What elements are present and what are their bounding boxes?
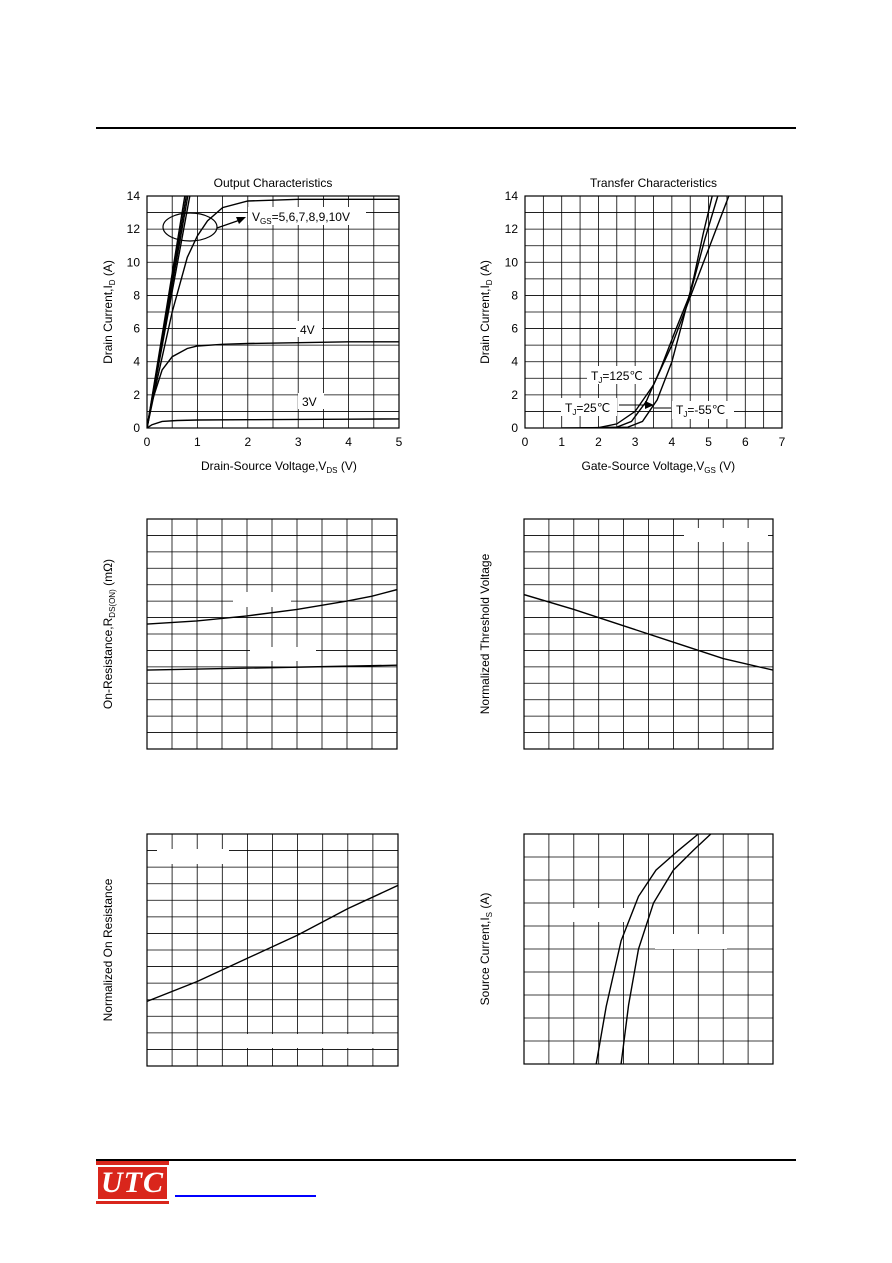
series-line-1 bbox=[147, 884, 398, 1003]
series-line-1 bbox=[524, 593, 773, 671]
series-line-1 bbox=[147, 588, 397, 625]
chart-6 bbox=[523, 833, 774, 1065]
plot-frame bbox=[524, 195, 783, 429]
vgs-arrow-head bbox=[236, 217, 246, 224]
x-tick-label: 4 bbox=[669, 435, 676, 449]
x-tick-label: 3 bbox=[295, 435, 302, 449]
y-tick-label: 14 bbox=[127, 189, 141, 203]
label-box bbox=[244, 1034, 384, 1048]
t25-label: TJ=25℃ bbox=[565, 401, 610, 417]
y-tick-label: 4 bbox=[133, 355, 140, 369]
y-tick-label: 12 bbox=[127, 222, 141, 236]
series-line-4 bbox=[147, 195, 191, 428]
tm55-label: TJ=-55℃ bbox=[676, 403, 725, 419]
series-line-7 bbox=[147, 418, 399, 428]
x-tick-label: 2 bbox=[595, 435, 602, 449]
x-tick-label: 5 bbox=[396, 435, 403, 449]
y-tick-label: 0 bbox=[133, 421, 140, 435]
y-tick-label: 4 bbox=[511, 355, 518, 369]
chart-5 bbox=[146, 833, 399, 1067]
t125-label-bg bbox=[587, 366, 649, 384]
x-tick-label: 2 bbox=[244, 435, 251, 449]
plot-frame bbox=[523, 833, 774, 1065]
header-rule bbox=[96, 127, 796, 129]
tm55-label-bg bbox=[672, 401, 734, 419]
t25-label-bg bbox=[561, 398, 617, 416]
y-tick-label: 2 bbox=[133, 388, 140, 402]
y-axis-label: Normalized Threshold Voltage bbox=[478, 553, 492, 714]
x-tick-label: 0 bbox=[144, 435, 151, 449]
y-tick-label: 0 bbox=[511, 421, 518, 435]
x-axis-label: Drain-Source Voltage,VDS (V) bbox=[201, 459, 357, 475]
t125-label: TJ=125℃ bbox=[591, 369, 643, 385]
x-tick-label: 4 bbox=[345, 435, 352, 449]
y-axis-label: On-Resistance,RDS(ON) (mΩ) bbox=[101, 559, 117, 709]
label-4v: 4V bbox=[300, 323, 315, 337]
vgs-label-bg bbox=[248, 207, 366, 225]
y-tick-label: 14 bbox=[505, 189, 519, 203]
series-line-3 bbox=[598, 195, 713, 428]
plot-frame bbox=[523, 518, 774, 750]
vgs-label: VGS=5,6,7,8,9,10V bbox=[252, 210, 350, 226]
vgs-arrow-line bbox=[216, 219, 241, 229]
footer-link-underline[interactable] bbox=[175, 1195, 316, 1197]
chart-title: Transfer Characteristics bbox=[590, 176, 717, 190]
x-tick-label: 1 bbox=[194, 435, 201, 449]
label-3v: 3V bbox=[302, 395, 317, 409]
x-tick-label: 3 bbox=[632, 435, 639, 449]
y-tick-label: 2 bbox=[511, 388, 518, 402]
plot-frame bbox=[146, 195, 400, 429]
y-tick-label: 6 bbox=[133, 322, 140, 336]
label-box bbox=[157, 849, 229, 864]
x-tick-label: 0 bbox=[522, 435, 529, 449]
label-box bbox=[233, 592, 291, 607]
y-axis-label: Drain Current,ID (A) bbox=[101, 260, 117, 364]
y-tick-label: 12 bbox=[505, 222, 519, 236]
plot-frame bbox=[146, 518, 398, 750]
series-line-1 bbox=[595, 833, 699, 1064]
t25-arrow-head bbox=[645, 401, 654, 409]
y-tick-label: 6 bbox=[511, 322, 518, 336]
chart-title: Output Characteristics bbox=[214, 176, 333, 190]
series-line-5 bbox=[147, 198, 399, 428]
y-tick-label: 10 bbox=[505, 255, 519, 269]
y-tick-label: 8 bbox=[133, 288, 140, 302]
series-line-2 bbox=[147, 664, 397, 671]
chart-4 bbox=[523, 518, 774, 750]
x-tick-label: 7 bbox=[779, 435, 786, 449]
label-3v-bg bbox=[298, 393, 324, 409]
y-axis-label: Source Current,IS (A) bbox=[478, 893, 494, 1006]
chart-3 bbox=[146, 518, 398, 750]
label-box bbox=[555, 908, 625, 922]
series-line-6 bbox=[147, 341, 399, 428]
label-box bbox=[250, 647, 316, 661]
series-line-2 bbox=[620, 833, 712, 1064]
y-tick-label: 10 bbox=[127, 255, 141, 269]
label-box bbox=[655, 934, 727, 949]
x-tick-label: 6 bbox=[742, 435, 749, 449]
x-tick-label: 1 bbox=[558, 435, 565, 449]
label-4v-bg bbox=[296, 321, 322, 337]
y-axis-label: Normalized On Resistance bbox=[101, 878, 115, 1021]
utc-logo: UTC bbox=[96, 1161, 169, 1204]
footer-rule bbox=[96, 1159, 796, 1161]
series-line-2 bbox=[580, 195, 719, 428]
label-box bbox=[684, 528, 768, 542]
plot-frame bbox=[146, 833, 399, 1067]
vgs-group-ellipse bbox=[162, 212, 218, 242]
y-axis-label: Drain Current,ID (A) bbox=[478, 260, 494, 364]
x-axis-label: Gate-Source Voltage,VGS (V) bbox=[582, 459, 736, 475]
utc-logo-text: UTC bbox=[96, 1164, 169, 1201]
y-tick-label: 8 bbox=[511, 288, 518, 302]
x-tick-label: 5 bbox=[705, 435, 712, 449]
